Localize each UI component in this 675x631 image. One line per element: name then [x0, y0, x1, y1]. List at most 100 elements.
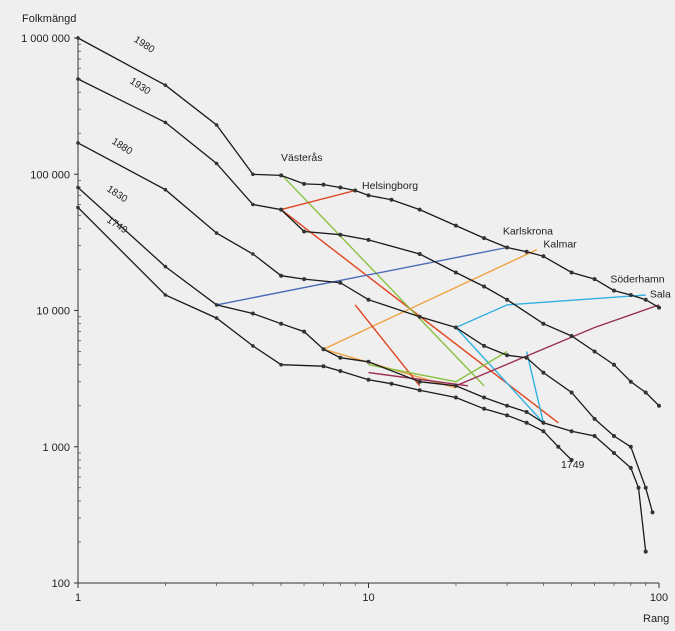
y-axis-label: Folkmängd	[22, 13, 76, 25]
city-link-line	[280, 173, 485, 387]
city-link-line	[323, 248, 538, 350]
data-point	[505, 245, 510, 250]
series-year-label: 1880	[109, 136, 134, 158]
data-point	[453, 383, 458, 388]
data-point	[453, 270, 458, 275]
data-point	[321, 347, 326, 352]
data-point	[251, 344, 255, 348]
data-point	[214, 161, 219, 166]
city-annotation: 1749	[561, 459, 585, 471]
data-point	[482, 406, 487, 411]
data-point	[453, 223, 458, 228]
data-point	[628, 444, 633, 449]
data-point	[338, 185, 343, 190]
data-point	[657, 305, 661, 310]
city-link-group	[216, 173, 660, 426]
y-tick-label: 1 000 000	[21, 33, 70, 45]
y-tick-group: 1 000 000 100 000 10 000 1 000 100	[21, 33, 81, 590]
data-point	[302, 329, 307, 334]
data-point	[417, 379, 422, 384]
city-link-line	[280, 189, 356, 211]
data-point	[214, 123, 219, 127]
data-point	[643, 390, 648, 395]
series-year-label: 1830	[105, 184, 130, 206]
data-point	[76, 185, 80, 190]
data-point	[338, 369, 343, 373]
data-point	[541, 370, 546, 375]
city-link-line	[455, 294, 646, 329]
data-point	[592, 416, 597, 421]
data-point	[612, 288, 616, 293]
data-point	[366, 297, 371, 302]
city-link-line	[354, 304, 421, 387]
data-point	[592, 349, 597, 354]
city-link-line	[455, 304, 660, 387]
data-point	[569, 458, 574, 462]
data-point	[279, 321, 284, 326]
data-point	[592, 434, 597, 438]
data-point	[214, 316, 219, 320]
data-point	[163, 293, 168, 297]
series-year-label: 1930	[128, 76, 153, 98]
data-point	[541, 429, 546, 434]
data-point	[76, 36, 80, 40]
data-point	[524, 249, 529, 254]
data-point	[251, 252, 255, 256]
data-point	[251, 202, 255, 207]
series-line	[77, 207, 573, 461]
data-point	[302, 277, 307, 282]
data-point	[453, 325, 458, 330]
data-point	[279, 207, 284, 212]
data-point	[417, 252, 422, 256]
data-point	[453, 395, 458, 400]
data-point	[417, 314, 422, 319]
data-point	[569, 270, 574, 275]
data-point	[76, 205, 80, 210]
data-point	[592, 277, 597, 282]
city-annotation: Karlskrona	[503, 226, 553, 238]
data-point	[643, 549, 648, 554]
data-point	[505, 413, 510, 418]
y-tick-label: 10 000	[36, 306, 70, 318]
series-line	[77, 142, 654, 513]
data-point	[612, 434, 616, 438]
y-tick-label: 100	[52, 578, 70, 590]
data-point	[541, 321, 546, 326]
city-annotation: Helsingborg	[362, 180, 418, 192]
y-tick-label: 100 000	[30, 169, 70, 181]
data-point	[76, 77, 80, 81]
city-annotation: Västerås	[281, 152, 322, 164]
data-point	[366, 193, 371, 198]
data-point	[524, 420, 529, 425]
city-link-line	[216, 246, 508, 306]
data-point	[628, 465, 633, 470]
city-link-line	[455, 327, 545, 426]
data-point	[482, 343, 487, 348]
x-tick-group: 1 10 100	[75, 583, 668, 604]
city-link-line	[368, 371, 469, 387]
data-point	[505, 403, 510, 408]
data-point	[628, 293, 633, 297]
data-point	[482, 395, 487, 400]
data-point	[643, 485, 648, 490]
data-point	[302, 229, 307, 234]
data-point	[417, 207, 422, 212]
data-point	[321, 364, 326, 369]
data-point	[643, 297, 648, 302]
data-point	[279, 273, 284, 278]
x-tick-label: 1	[75, 592, 81, 604]
data-point	[338, 355, 343, 360]
data-point	[482, 236, 487, 241]
data-point	[163, 264, 168, 269]
data-point	[524, 355, 529, 360]
data-point	[163, 187, 168, 192]
data-point	[612, 451, 616, 455]
city-annotation: Söderhamn	[610, 274, 664, 286]
data-point	[482, 284, 487, 289]
series-year-label: 1980	[132, 34, 157, 56]
data-point	[338, 232, 343, 237]
data-point	[279, 362, 283, 367]
data-point	[250, 311, 255, 316]
data-point	[321, 182, 326, 187]
